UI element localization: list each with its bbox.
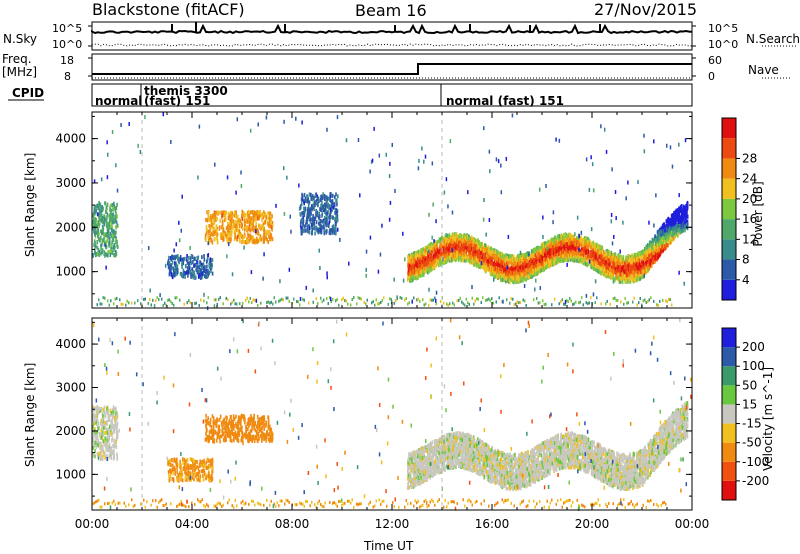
freq-top-tick: 18 xyxy=(60,54,74,67)
colorbar-tick-label: -100 xyxy=(742,455,769,469)
x-tick-label: 04:00 xyxy=(175,517,210,531)
velocity-ylabel: Slant Range [km] xyxy=(23,362,37,467)
colorbar-tick-label: -15 xyxy=(742,417,762,431)
x-tick-label: 08:00 xyxy=(275,517,310,531)
y-tick-label: 1000 xyxy=(55,265,86,279)
colorbar-tick-label: 12 xyxy=(742,232,757,246)
colorbar-swatch xyxy=(722,328,736,348)
power-colorbar: 4 8 12 16 20 24 28 xyxy=(721,117,757,301)
freq-label: Freq. xyxy=(2,52,32,66)
power-colorbar-label: Power [dB] xyxy=(751,181,765,247)
x-axis-label: Time UT xyxy=(364,539,414,553)
power-ylabel: Slant Range [km] xyxy=(23,152,37,257)
y-tick-label: 1000 xyxy=(55,467,86,481)
cpid-segment-1: normal xyxy=(95,94,143,108)
nsearch-label: N.Search xyxy=(746,32,800,46)
colorbar-swatch xyxy=(722,138,736,159)
cpid-segment-3: normal (fast) 151 xyxy=(446,94,564,108)
nave-top-tick: 60 xyxy=(708,54,722,67)
colorbar-swatch xyxy=(722,279,736,300)
nsearch-top-tick: 10^5 xyxy=(708,22,739,35)
colorbar-swatch xyxy=(722,480,736,500)
cpid-segment-2-line2: (fast) 151 xyxy=(144,94,211,108)
nsky-top-tick: 10^5 xyxy=(52,22,83,35)
nsky-bottom-tick: 10^0 xyxy=(52,38,83,51)
y-tick-label: 4000 xyxy=(55,132,86,146)
beam-label: Beam 16 xyxy=(355,1,427,20)
nave-label: Nave xyxy=(748,63,779,77)
x-tick-label: 12:00 xyxy=(375,517,410,531)
colorbar-swatch xyxy=(722,259,736,280)
colorbar-swatch xyxy=(722,366,736,386)
y-tick-label: 2000 xyxy=(55,220,86,234)
colorbar-swatch xyxy=(722,178,736,199)
colorbar-tick-label: 4 xyxy=(742,273,750,287)
colorbar-tick-label: 50 xyxy=(742,378,757,392)
colorbar-tick-label: 15 xyxy=(742,397,757,411)
nave-bottom-tick: 0 xyxy=(708,70,715,83)
cpid-label: CPID xyxy=(12,86,45,100)
x-tick-label: 00:00 xyxy=(75,517,110,531)
freq-unit-label: [MHz] xyxy=(2,65,38,79)
colorbar-swatch xyxy=(722,239,736,260)
velocity-panel: 1000 2000 3000 4000 00:00 04:00 08:00 12:00 16:0… xyxy=(55,317,710,531)
colorbar-swatch xyxy=(722,347,736,367)
colorbar-swatch xyxy=(722,198,736,220)
colorbar-swatch xyxy=(722,423,736,443)
freq-bottom-tick: 8 xyxy=(64,70,71,83)
colorbar-tick-label: -50 xyxy=(742,436,762,450)
colorbar-swatch xyxy=(722,385,736,405)
colorbar-swatch xyxy=(722,442,736,462)
colorbar-tick-label: 20 xyxy=(742,192,757,206)
colorbar-tick-label: -200 xyxy=(742,474,769,488)
colorbar-swatch xyxy=(722,219,736,240)
colorbar-tick-label: 24 xyxy=(742,172,757,186)
nsky-label: N.Sky xyxy=(3,32,38,46)
velocity-colorbar-label: Velocity [m s^-1] xyxy=(761,366,775,472)
colorbar-tick-label: 16 xyxy=(742,212,757,226)
x-tick-label: 20:00 xyxy=(575,517,610,531)
y-tick-label: 2000 xyxy=(55,424,86,438)
colorbar-tick-label: 8 xyxy=(742,253,750,267)
y-tick-label: 3000 xyxy=(55,176,86,190)
colorbar-swatch xyxy=(722,158,736,179)
power-panel: 1000 2000 3000 4000 xyxy=(55,111,693,311)
colorbar-swatch xyxy=(722,461,736,481)
colorbar-swatch xyxy=(722,404,736,424)
cpid-segment-2: themis 3300 xyxy=(144,84,228,98)
colorbar-tick-label: 28 xyxy=(742,151,757,165)
x-tick-label: 16:00 xyxy=(475,517,510,531)
velocity-colorbar: -200 -100 -50 -15 15 50 100 200 xyxy=(721,327,769,501)
x-tick-label: 00:00 xyxy=(675,517,710,531)
y-tick-label: 3000 xyxy=(55,381,86,395)
nsearch-bottom-tick: 10^0 xyxy=(708,38,739,51)
colorbar-swatch xyxy=(722,118,736,139)
y-tick-label: 4000 xyxy=(55,337,86,351)
colorbar-tick-label: 100 xyxy=(742,359,765,373)
station-title: Blackstone (fitACF) xyxy=(92,0,245,19)
date-label: 27/Nov/2015 xyxy=(594,0,698,19)
colorbar-tick-label: 200 xyxy=(742,340,765,354)
